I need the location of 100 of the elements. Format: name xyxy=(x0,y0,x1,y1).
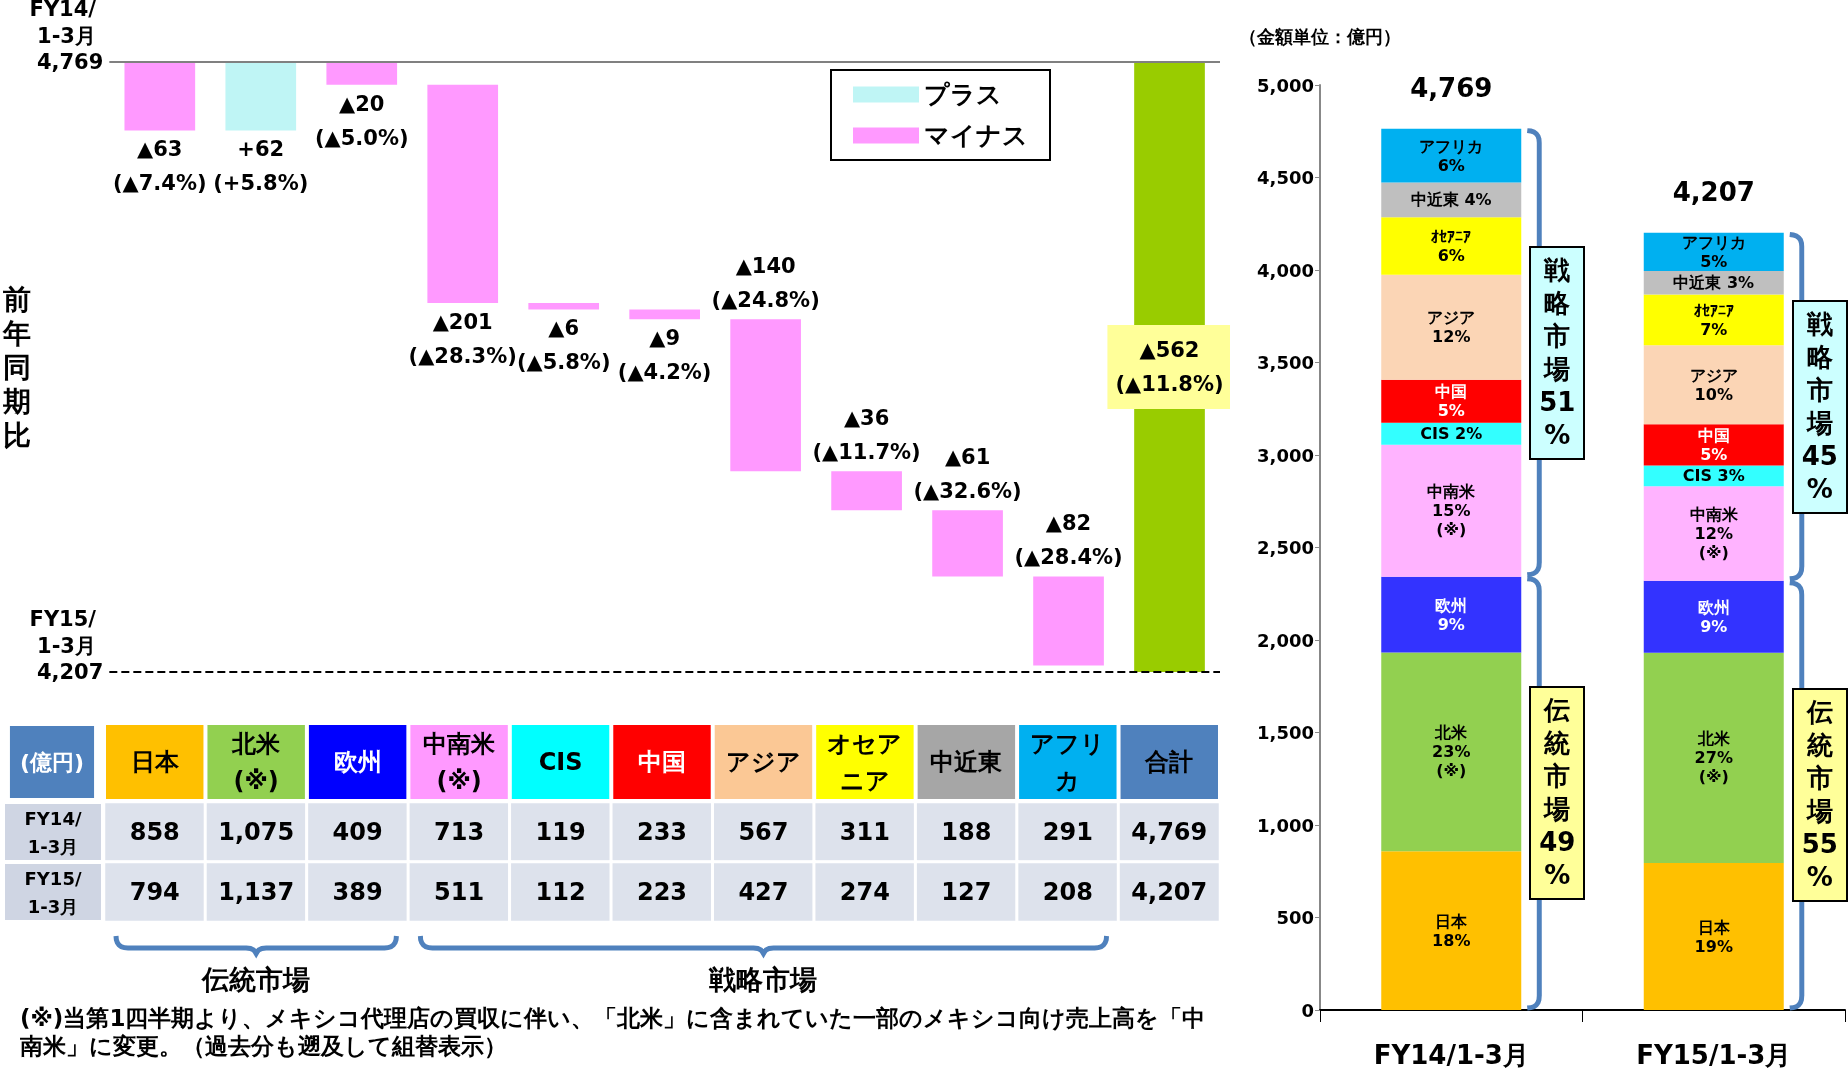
x-tick-label: 中近東 xyxy=(930,748,1003,776)
y-tick-label: 2,500 xyxy=(1257,537,1314,558)
data-label: ｵｾｱﾆｱ 7% xyxy=(1693,300,1734,339)
y-tick-label: 1,500 xyxy=(1257,722,1314,743)
data-label: 311 xyxy=(839,818,890,846)
bar xyxy=(1381,851,1522,1010)
data-label: 567 xyxy=(738,818,789,846)
data-label: 中南米 15% (※) xyxy=(1427,482,1477,540)
data-label: 291 xyxy=(1042,818,1093,846)
x-tick-label: 北米 (※) xyxy=(231,729,282,795)
data-label: 日本 18% xyxy=(1432,911,1471,950)
bar xyxy=(1643,652,1784,864)
data-label: 日本 19% xyxy=(1694,917,1733,956)
y-tick-label: 500 xyxy=(1276,907,1314,928)
bar xyxy=(1643,345,1784,425)
x-tick-label: アフリカ xyxy=(1030,729,1106,795)
data-label: 389 xyxy=(332,878,383,906)
bar xyxy=(1643,863,1784,1010)
x-tick-label: FY15/1-3月 xyxy=(1636,1040,1792,1070)
data-label: ▲9 (▲4.2%) xyxy=(617,326,712,385)
data-label: アジア 10% xyxy=(1689,365,1738,404)
bar xyxy=(1643,486,1784,581)
data-label: 427 xyxy=(738,878,789,906)
data-label: 112 xyxy=(535,878,586,906)
bar xyxy=(1033,576,1104,666)
bar xyxy=(1643,294,1784,346)
bar xyxy=(831,471,902,511)
text: (※)当第1四半期より、メキシコ代理店の買収に伴い、「北米」に含まれていた一部のメキシコ向け売上高を「中南米」に変更。（過去分も遡及して組替表示） xyxy=(20,1004,1207,1060)
data-label: 119 xyxy=(535,818,586,846)
data-label: 北米 23% (※) xyxy=(1432,723,1471,781)
bar xyxy=(1381,444,1522,577)
y-tick-label: 4,769 xyxy=(36,50,104,74)
total-label: 4,207 xyxy=(1672,176,1755,207)
bar xyxy=(629,309,700,320)
bar xyxy=(1643,580,1784,653)
y-tick-label: 3,000 xyxy=(1257,444,1314,466)
data-label: 233 xyxy=(636,818,688,846)
y-tick-label: 5,000 xyxy=(1257,74,1314,96)
data-label: 208 xyxy=(1042,878,1093,906)
x-tick-label: 中国 xyxy=(638,748,686,776)
data-label: ｵｾｱﾆｱ 6% xyxy=(1431,227,1472,266)
data-label: CIS 2% xyxy=(1420,424,1483,444)
data-label: 858 xyxy=(129,818,180,846)
data-label: 欧州 9% xyxy=(1697,597,1730,636)
data-label: ▲6 (▲5.8%) xyxy=(516,316,611,375)
legend-label: マイナス xyxy=(924,121,1028,150)
data-label: 中国 5% xyxy=(1697,425,1730,464)
x-tick-label: オセアニア xyxy=(827,729,903,795)
data-label: 511 xyxy=(434,878,485,906)
bar xyxy=(730,319,801,472)
data-label: 中近東 3% xyxy=(1673,273,1755,293)
data-label: 中国 5% xyxy=(1435,382,1468,421)
data-label: 223 xyxy=(636,878,688,906)
bar xyxy=(1643,424,1784,466)
x-tick-label: 中南米 (※) xyxy=(423,729,497,795)
y-tick-label: 4,000 xyxy=(1257,259,1314,281)
annotation: 伝統市場49% xyxy=(1529,686,1586,901)
y-tick-label: FY14/ 1-3月 xyxy=(24,807,82,857)
data-label: アジア 12% xyxy=(1427,308,1476,347)
y-tick-label: 2,000 xyxy=(1257,629,1314,651)
x-tick-label: 合計 xyxy=(1144,748,1194,776)
y-tick-label: 3,500 xyxy=(1257,352,1314,373)
bar xyxy=(932,510,1003,577)
bar xyxy=(225,63,297,131)
text: 戦略市場 xyxy=(709,963,818,997)
text: 伝統市場 xyxy=(202,963,311,997)
data-label: アフリカ 5% xyxy=(1681,232,1746,271)
x-tick-label: アジア xyxy=(725,748,801,776)
bar xyxy=(1381,379,1522,423)
data-label: 188 xyxy=(941,818,992,846)
x-tick-label: CIS xyxy=(538,748,583,776)
y-axis-title: （金額単位：億円） xyxy=(1239,25,1401,47)
bar xyxy=(1381,652,1522,852)
y-axis-title: (億円) xyxy=(19,749,85,775)
y-tick-label: 4,207 xyxy=(36,660,104,684)
x-tick-label: 欧州 xyxy=(333,748,382,776)
y-tick-label: 4,500 xyxy=(1257,167,1314,188)
bar xyxy=(1381,217,1522,275)
data-label: 4,769 xyxy=(1131,818,1208,846)
data-label: 中近東 4% xyxy=(1410,190,1492,210)
y-tick-label: 0 xyxy=(1301,999,1314,1021)
y-tick-label: FY15/ 1-3月 xyxy=(24,867,82,917)
x-tick-label: FY14/1-3月 xyxy=(1373,1040,1529,1070)
bar xyxy=(1381,274,1522,380)
bar xyxy=(1381,128,1522,183)
data-label: ▲201 (▲28.3%) xyxy=(408,309,517,368)
bar xyxy=(326,63,398,85)
data-label: アフリカ 6% xyxy=(1419,136,1484,175)
data-label: 127 xyxy=(941,878,992,906)
data-label: 1,137 xyxy=(218,878,295,906)
data-label: 713 xyxy=(434,818,485,846)
data-label: ▲63 (▲7.4%) xyxy=(113,137,207,196)
legend-label: プラス xyxy=(924,80,1002,109)
data-label: ▲562 (▲11.8%) xyxy=(1115,338,1224,396)
bar xyxy=(427,84,499,303)
annotation: 戦略市場51% xyxy=(1529,245,1586,460)
y-tick-label: 1,000 xyxy=(1257,814,1314,836)
data-label: 794 xyxy=(129,878,180,906)
annotation: 伝統市場55% xyxy=(1791,688,1848,903)
data-label: ▲140 (▲24.8%) xyxy=(711,254,820,313)
